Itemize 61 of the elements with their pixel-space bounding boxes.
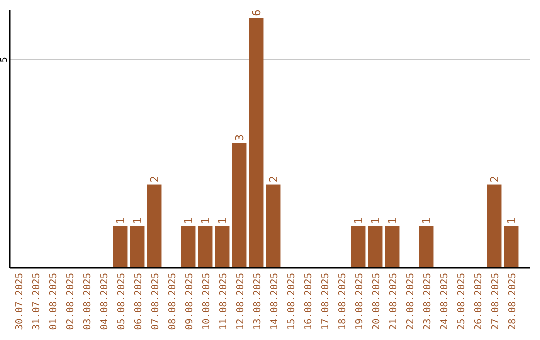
x-tick-label: 14.08.2025 (270, 273, 280, 330)
bar (249, 18, 264, 268)
bar (351, 226, 366, 268)
x-tick-label: 01.08.2025 (48, 273, 60, 330)
bar (487, 184, 502, 268)
x-tick-label: 26.08.2025 (474, 273, 484, 330)
x-tick-label: 11.08.2025 (218, 273, 230, 330)
data-label: 1 (386, 218, 400, 224)
x-tick-label: 05.08.2025 (116, 273, 128, 330)
bar (113, 226, 128, 268)
bar (368, 226, 383, 268)
x-tick-label: 22.08.2025 (406, 273, 416, 330)
x-tick-label: 12.08.2025 (236, 273, 246, 330)
x-tick-label: 16.08.2025 (304, 273, 314, 330)
data-label: 1 (420, 218, 434, 224)
x-tick-label: 17.08.2025 (320, 273, 332, 330)
data-label: 1 (114, 218, 128, 224)
x-tick-label: 09.08.2025 (184, 273, 196, 330)
y-tick-label: 5 (0, 57, 10, 63)
x-tick-label: 13.08.2025 (252, 273, 264, 330)
data-label: 1 (506, 218, 518, 224)
x-tick-label: 10.08.2025 (202, 273, 212, 330)
data-label: 6 (250, 10, 264, 16)
x-tick-label: 20.08.2025 (372, 273, 382, 330)
bar (130, 226, 145, 268)
x-tick-label: 28.08.2025 (508, 273, 518, 330)
data-label: 3 (234, 134, 246, 142)
bar (147, 184, 162, 268)
x-tick-label: 31.07.2025 (32, 273, 42, 330)
data-label: 2 (268, 176, 280, 183)
x-tick-label: 27.08.2025 (490, 273, 502, 330)
x-tick-label: 06.08.2025 (134, 273, 144, 330)
x-tick-label: 02.08.2025 (66, 273, 76, 330)
x-tick-label: 30.07.2025 (14, 273, 26, 330)
bar (198, 226, 213, 268)
bar (504, 226, 519, 268)
data-label: 1 (370, 218, 382, 224)
bar (385, 226, 400, 268)
data-label: 1 (352, 218, 366, 224)
data-label: 2 (148, 176, 162, 183)
bar (232, 143, 247, 268)
data-label: 2 (488, 176, 502, 183)
data-label: 1 (200, 218, 212, 224)
x-tick-label: 25.08.2025 (456, 273, 468, 330)
x-tick-label: 08.08.2025 (168, 273, 178, 330)
bar (266, 184, 281, 268)
x-tick-label: 18.08.2025 (338, 273, 348, 330)
data-label: 1 (132, 218, 144, 224)
x-tick-label: 03.08.2025 (82, 273, 94, 330)
bar (181, 226, 196, 268)
x-tick-label: 19.08.2025 (354, 273, 366, 330)
x-tick-label: 07.08.2025 (150, 273, 162, 330)
data-label: 1 (216, 218, 230, 224)
x-tick-label: 24.08.2025 (440, 273, 450, 330)
x-tick-label: 21.08.2025 (388, 273, 400, 330)
x-tick-label: 04.08.2025 (100, 273, 110, 330)
data-label: 1 (182, 218, 196, 224)
bar (215, 226, 230, 268)
x-tick-label: 15.08.2025 (286, 273, 298, 330)
bar (419, 226, 434, 268)
x-tick-label: 23.08.2025 (422, 273, 434, 330)
